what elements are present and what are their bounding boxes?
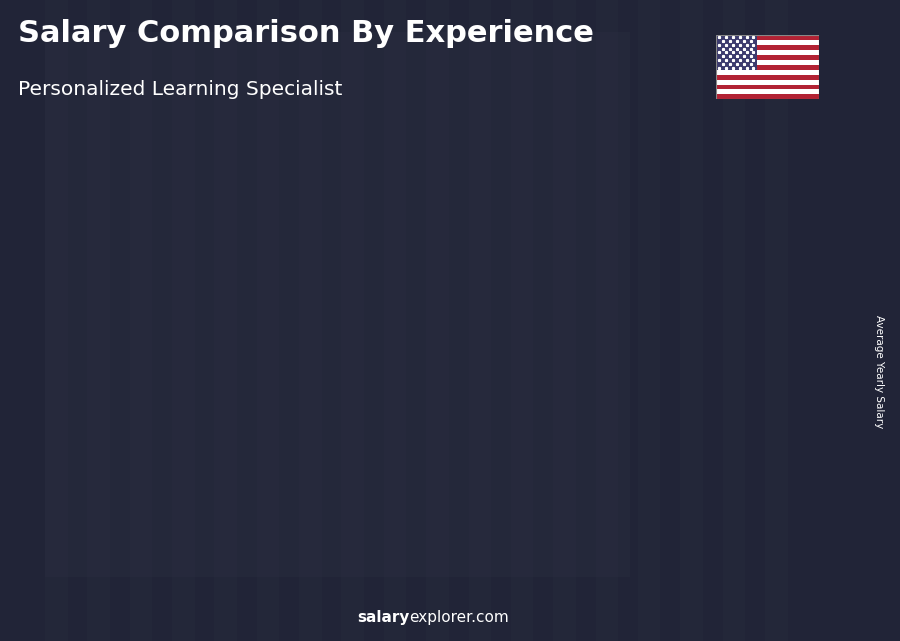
Bar (716, 90, 819, 94)
Bar (511, 0, 534, 641)
Polygon shape (53, 463, 123, 577)
Polygon shape (508, 294, 524, 577)
Text: +22%: +22% (351, 260, 410, 278)
Bar (716, 60, 819, 65)
Text: explorer.com: explorer.com (410, 610, 509, 625)
Text: 147,000 USD: 147,000 USD (472, 422, 559, 435)
Text: +8%: +8% (613, 209, 659, 227)
Text: +48%: +48% (223, 300, 282, 318)
Bar (341, 0, 364, 641)
Polygon shape (123, 460, 140, 577)
Polygon shape (693, 255, 763, 577)
Bar (680, 0, 703, 641)
Polygon shape (437, 294, 524, 304)
Bar (427, 0, 449, 641)
Text: Salary Comparison By Experience: Salary Comparison By Experience (18, 19, 594, 48)
Text: 159,000 USD: 159,000 USD (599, 448, 687, 461)
Polygon shape (565, 279, 635, 577)
Bar (214, 0, 237, 641)
Bar (45, 32, 630, 577)
Bar (716, 75, 819, 79)
Bar (716, 85, 819, 90)
Bar (596, 0, 618, 641)
Bar (716, 55, 819, 60)
Text: +9%: +9% (485, 231, 531, 249)
Text: salary: salary (357, 610, 410, 625)
Polygon shape (380, 344, 396, 577)
Polygon shape (181, 425, 251, 577)
Text: Personalized Learning Specialist: Personalized Learning Specialist (18, 80, 342, 99)
Bar (716, 40, 819, 45)
Text: +34%: +34% (95, 354, 153, 372)
Bar (716, 70, 819, 75)
Bar (765, 0, 788, 641)
Polygon shape (437, 304, 508, 577)
Text: Average Yearly Salary: Average Yearly Salary (874, 315, 884, 428)
Text: 74,900 USD: 74,900 USD (96, 476, 175, 489)
Bar (469, 0, 491, 641)
Bar (554, 0, 576, 641)
Bar (716, 35, 757, 70)
Bar (638, 0, 661, 641)
Bar (716, 65, 819, 70)
Bar (716, 35, 819, 40)
Polygon shape (635, 269, 652, 577)
Polygon shape (181, 420, 268, 425)
Polygon shape (53, 460, 140, 463)
Bar (716, 50, 819, 55)
Bar (383, 0, 406, 641)
Polygon shape (763, 244, 780, 577)
Polygon shape (565, 269, 652, 279)
Bar (716, 94, 819, 99)
Text: 56,100 USD: 56,100 USD (0, 503, 47, 515)
Text: 135,000 USD: 135,000 USD (344, 420, 431, 433)
Bar (299, 0, 321, 641)
Bar (87, 0, 110, 641)
Bar (45, 0, 68, 641)
Bar (256, 0, 279, 641)
Bar (723, 0, 745, 641)
Polygon shape (251, 420, 268, 577)
Polygon shape (309, 352, 380, 577)
Bar (130, 0, 152, 641)
Bar (172, 0, 194, 641)
Bar (716, 45, 819, 50)
Text: 111,000 USD: 111,000 USD (216, 436, 302, 449)
Polygon shape (309, 344, 396, 352)
Polygon shape (693, 244, 780, 255)
Bar (716, 79, 819, 85)
